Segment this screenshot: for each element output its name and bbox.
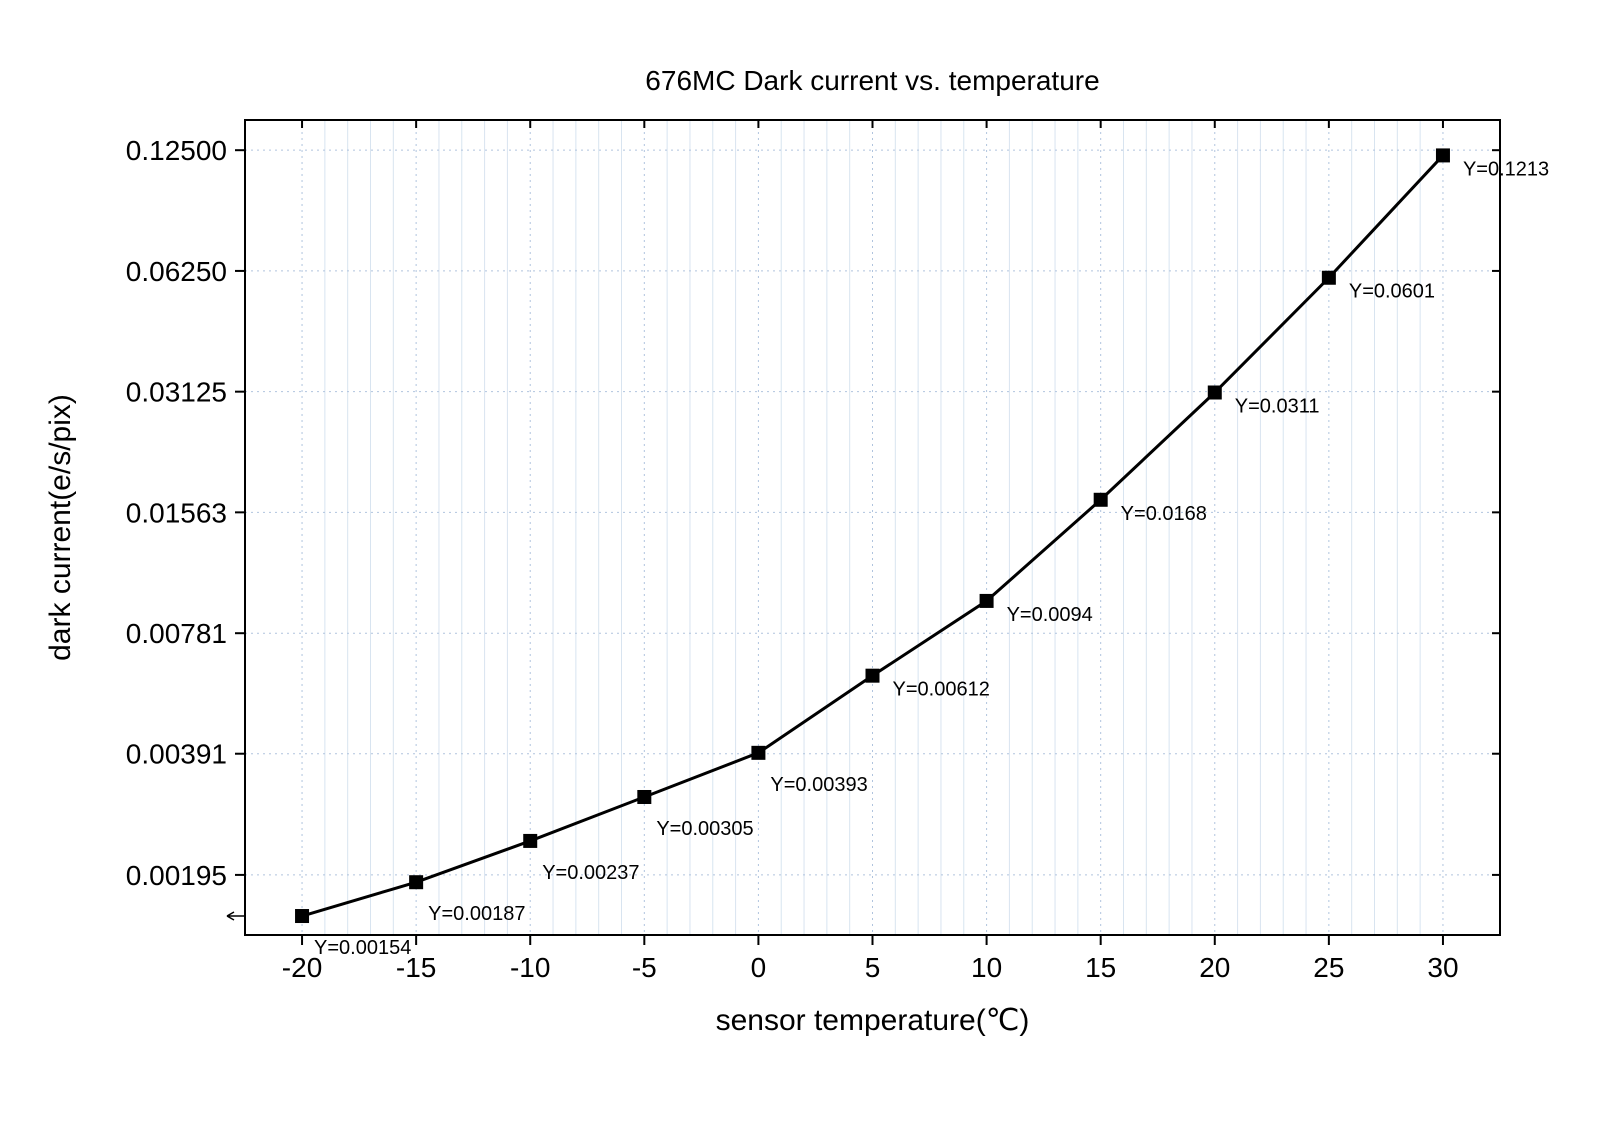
data-label: Y=0.00237 [542,862,639,884]
chart-svg: -20-15-10-50510152025300.001950.003910.0… [0,0,1600,1137]
chart-title: 676MC Dark current vs. temperature [645,65,1099,96]
y-tick-label: 0.00195 [126,860,227,891]
x-axis-label: sensor temperature(℃) [716,1004,1030,1037]
y-tick-label: 0.00781 [126,618,227,649]
data-label: Y=0.00154 [314,937,411,959]
x-tick-label: -10 [510,952,550,983]
data-marker [866,669,880,683]
data-label: Y=0.1213 [1463,158,1549,180]
y-tick-label: 0.00391 [126,739,227,770]
y-tick-label: 0.03125 [126,377,227,408]
data-marker [637,790,651,804]
data-marker [1094,493,1108,507]
data-marker [1208,386,1222,400]
data-label: Y=0.00305 [656,818,753,840]
data-label: Y=0.00187 [428,903,525,925]
x-tick-label: 25 [1313,952,1344,983]
data-label: Y=0.00612 [893,679,990,701]
y-axis-label: dark current(e/s/pix) [44,394,77,661]
y-tick-label: 0.01563 [126,497,227,528]
x-tick-label: 5 [865,952,881,983]
data-label: Y=0.0601 [1349,281,1435,303]
data-marker [295,909,309,923]
data-label: Y=0.00393 [770,774,867,796]
data-marker [1436,148,1450,162]
x-tick-label: 30 [1427,952,1458,983]
x-tick-label: 0 [751,952,767,983]
x-tick-label: 15 [1085,952,1116,983]
data-marker [980,594,994,608]
data-label: Y=0.0168 [1121,503,1207,525]
chart-container: -20-15-10-50510152025300.001950.003910.0… [0,0,1600,1137]
data-label: Y=0.0311 [1235,396,1320,418]
data-marker [409,875,423,889]
data-label: Y=0.0094 [1007,604,1093,626]
data-marker [1322,271,1336,285]
y-tick-label: 0.12500 [126,135,227,166]
y-tick-label: 0.06250 [126,256,227,287]
x-tick-label: 10 [971,952,1002,983]
data-marker [523,834,537,848]
data-marker [751,746,765,760]
x-tick-label: 20 [1199,952,1230,983]
x-tick-label: -5 [632,952,657,983]
